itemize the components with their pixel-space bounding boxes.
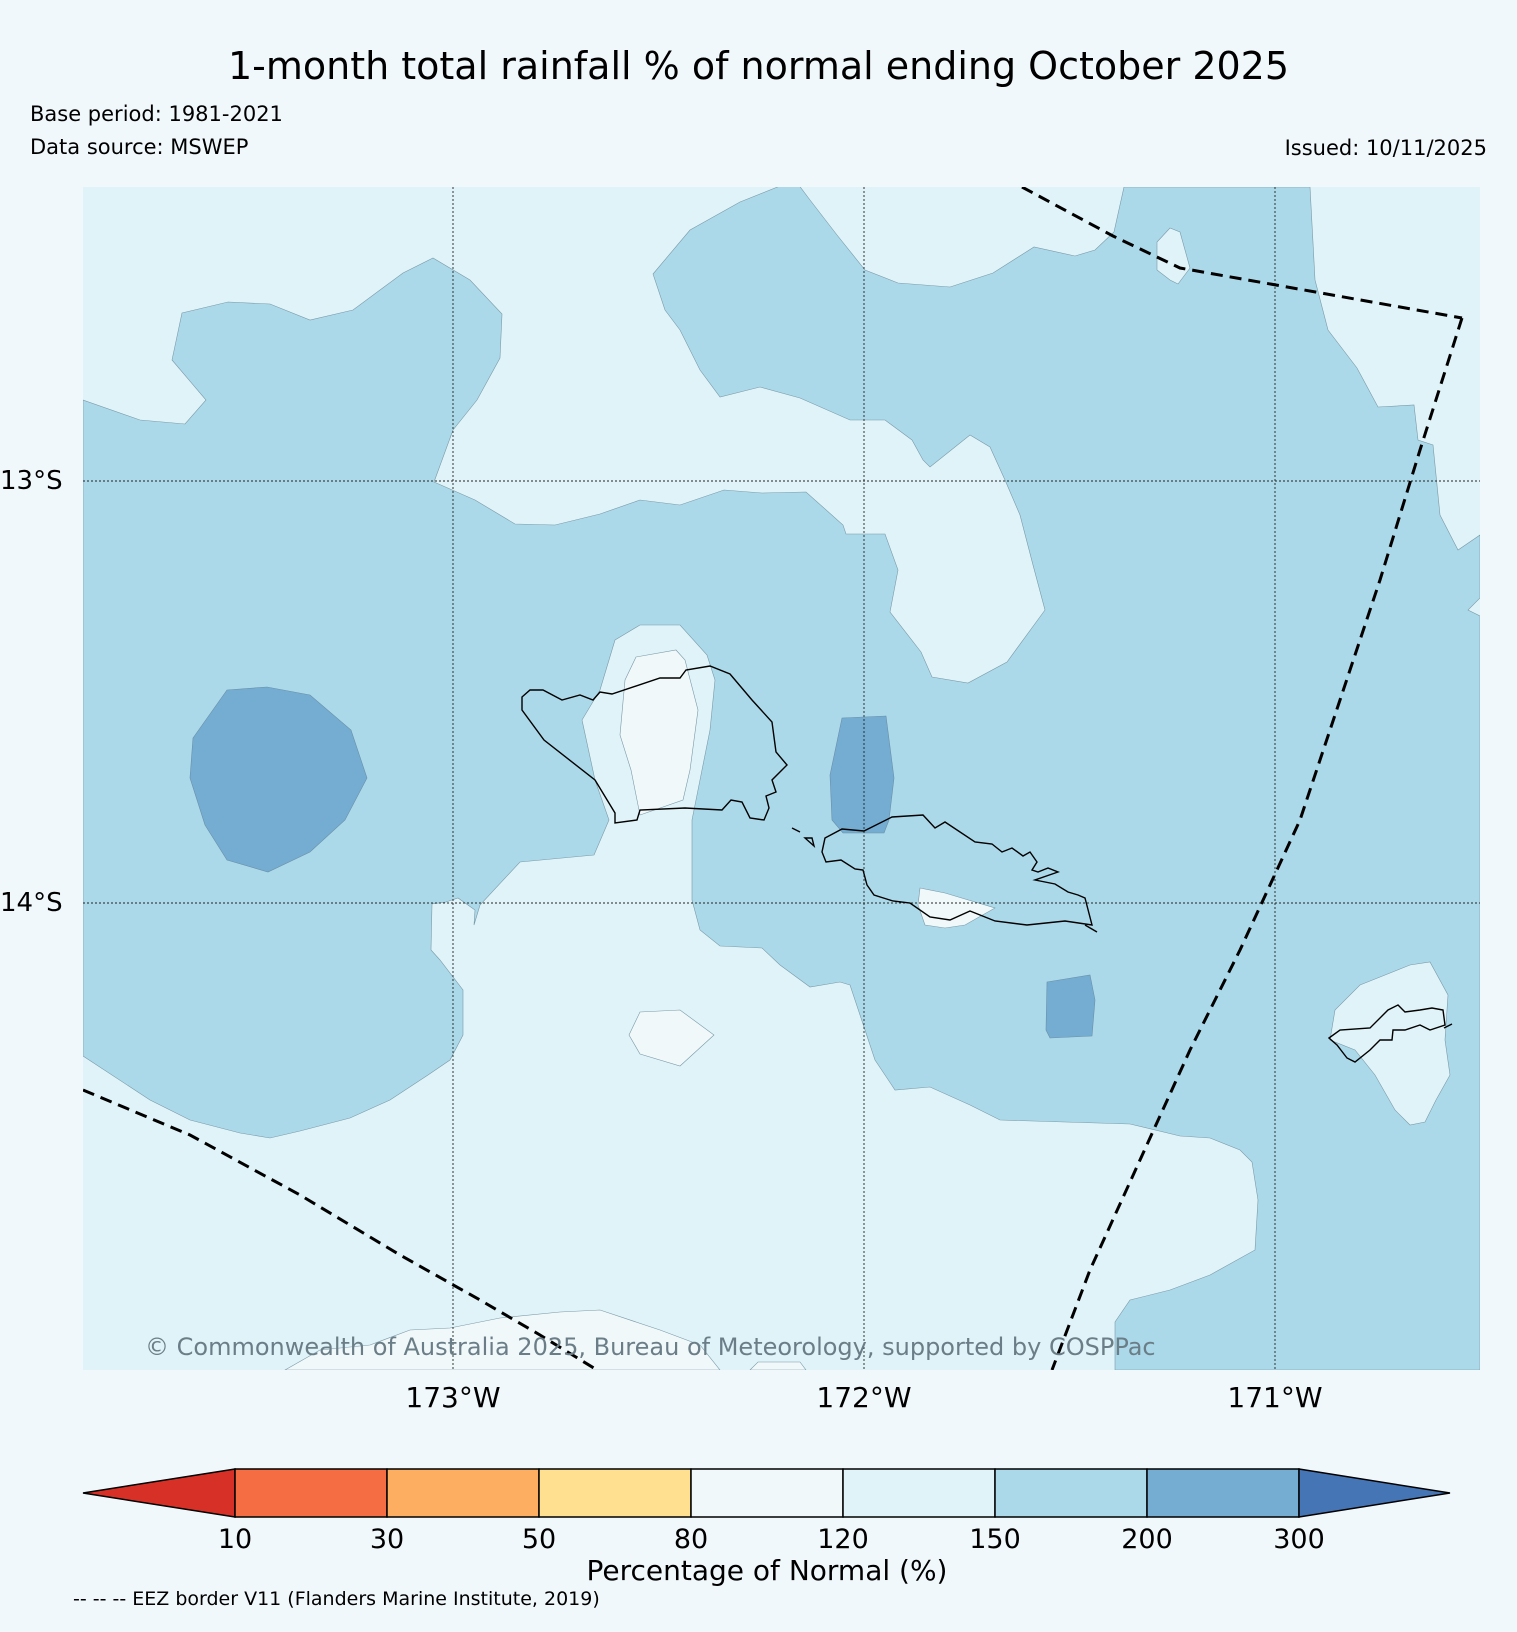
colorbar-tick-label: 200 — [1121, 1524, 1173, 1555]
lon-label-172w: 172°W — [816, 1381, 911, 1414]
colorbar-tick-label: 10 — [218, 1524, 252, 1555]
colorbar-segment — [690, 1468, 844, 1518]
eez-border-southwest — [83, 1088, 598, 1370]
contour-200-300-southeast-blob — [1045, 974, 1096, 1039]
issued-date-label: Issued: 10/11/2025 — [1284, 136, 1487, 160]
colorbar-label: Percentage of Normal (%) — [587, 1554, 948, 1587]
colorbar-segment — [1146, 1468, 1300, 1518]
map-title: 1-month total rainfall % of normal endin… — [227, 44, 1290, 88]
data-source-label: Data source: MSWEP — [30, 135, 249, 159]
colorbar-tick-label: 80 — [674, 1524, 708, 1555]
contour-120-150-northeast-islet — [1156, 227, 1191, 285]
colorbar: 10 30 50 80 120 150 200 300 — [82, 1468, 1451, 1555]
contour-80-120-north-island — [619, 649, 699, 816]
lat-label-13s: 13°S — [0, 466, 63, 496]
contour-80-120-bottom-patch-left — [284, 1309, 721, 1370]
colorbar-extend-high — [1298, 1468, 1451, 1518]
lat-label-14s: 14°S — [0, 888, 63, 918]
base-period-label: Base period: 1981-2021 — [30, 102, 283, 126]
colorbar-tick-label: 120 — [817, 1524, 869, 1555]
lon-label-171w: 171°W — [1227, 1381, 1322, 1414]
eez-border-north — [1021, 187, 1463, 320]
savaii-island-coastline — [521, 665, 788, 824]
tutuila-island-coastline — [1327, 1004, 1446, 1063]
colorbar-segment — [994, 1468, 1148, 1518]
eez-legend-note: -- -- -- EEZ border V11 (Flanders Marine… — [73, 1588, 600, 1610]
contour-150-200-west — [83, 187, 1480, 1370]
upolu-island-coastline — [821, 814, 1093, 926]
contour-80-120-south-patch — [628, 1009, 715, 1067]
colorbar-extend-low — [82, 1468, 236, 1518]
coastlines — [521, 665, 1453, 1063]
colorbar-segment — [386, 1468, 540, 1518]
colorbar-tick-label: 50 — [522, 1524, 556, 1555]
upolu-coastline-east-tip — [1084, 924, 1098, 933]
eez-border-east — [1050, 317, 1464, 1370]
colorbar-tick-label: 150 — [969, 1524, 1021, 1555]
contour-80-120-bottom-patch-right — [749, 1361, 807, 1370]
contour-200-300-west-blob — [189, 686, 368, 873]
manono-islet-coastline — [803, 837, 816, 849]
eez-borders — [83, 187, 1464, 1370]
graticule — [83, 187, 1480, 1370]
copyright-text: © Commonwealth of Australia 2025, Bureau… — [145, 1333, 1156, 1361]
colorbar-tick-label: 300 — [1273, 1524, 1325, 1555]
colorbar-segment — [234, 1468, 388, 1518]
colorbar-tick-label: 30 — [370, 1524, 404, 1555]
apolima-islet-coastline — [791, 827, 801, 833]
tutuila-coastline-east-tip — [1443, 1023, 1453, 1029]
lon-label-173w: 173°W — [405, 1381, 500, 1414]
map-area: © Commonwealth of Australia 2025, Bureau… — [83, 187, 1480, 1370]
contour-200-300-central-blob — [829, 715, 895, 834]
contour-120-150-southeast-pocket — [1329, 961, 1451, 1126]
colorbar-segment — [538, 1468, 692, 1518]
colorbar-segment — [842, 1468, 996, 1518]
